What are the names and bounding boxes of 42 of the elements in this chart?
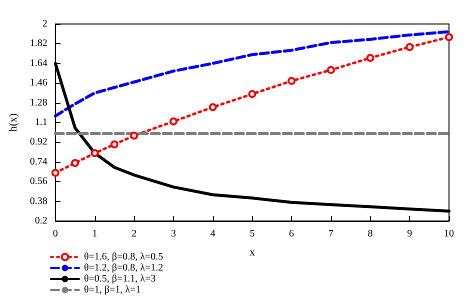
point (169, 117, 178, 126)
y-tick-label: 1.82 (30, 38, 48, 50)
point (406, 42, 414, 51)
y-tick-label: 0.2 (34, 216, 48, 226)
legend-label: θ=0.5, β=1.1, λ=3 (84, 274, 156, 284)
legend-label: θ=1.6, β=0.8, λ=0.5 (84, 252, 164, 262)
point (90, 149, 99, 158)
point (366, 54, 374, 62)
x-tick-label: 7 (328, 228, 334, 240)
point (130, 132, 138, 140)
x-axis-title: x (249, 246, 256, 258)
x-tick-label: 1 (92, 228, 98, 240)
point (288, 76, 296, 85)
point (445, 33, 453, 42)
y-tick-label: 1.1 (34, 117, 48, 128)
y-tick-label: 0.92 (30, 136, 48, 148)
x-tick-label: 9 (407, 228, 412, 240)
legend-label: θ=1, β=1, λ=1 (84, 284, 141, 296)
x-tick-label: 3 (170, 228, 176, 240)
x-tick-label: 0 (52, 228, 58, 240)
y-tick-label: 1.28 (30, 97, 48, 108)
legend-label: θ=1.2, β=0.8, λ=1.2 (84, 262, 164, 274)
point (71, 158, 80, 167)
point (110, 140, 118, 148)
x-tick-label: 6 (289, 228, 294, 240)
y-tick-label: 0.38 (30, 196, 48, 207)
x-tick-label: 2 (132, 228, 137, 240)
y-axis-title: h(x) (8, 113, 20, 132)
x-tick-label: 4 (210, 228, 216, 240)
line-series (54, 30, 450, 118)
point (208, 103, 217, 112)
y-tick-label: 1.64 (30, 58, 48, 69)
y-tick-label: 0.74 (30, 156, 48, 168)
point (51, 168, 60, 177)
x-tick-label: 5 (250, 228, 255, 240)
y-tick-label: 0.56 (30, 176, 48, 188)
x-tick-label: 8 (368, 228, 373, 240)
x-tick-label: 10 (444, 228, 454, 240)
point (248, 90, 256, 98)
y-tick-label: 1.46 (30, 78, 48, 89)
y-tick-label: 2 (42, 18, 48, 30)
point (326, 66, 335, 74)
